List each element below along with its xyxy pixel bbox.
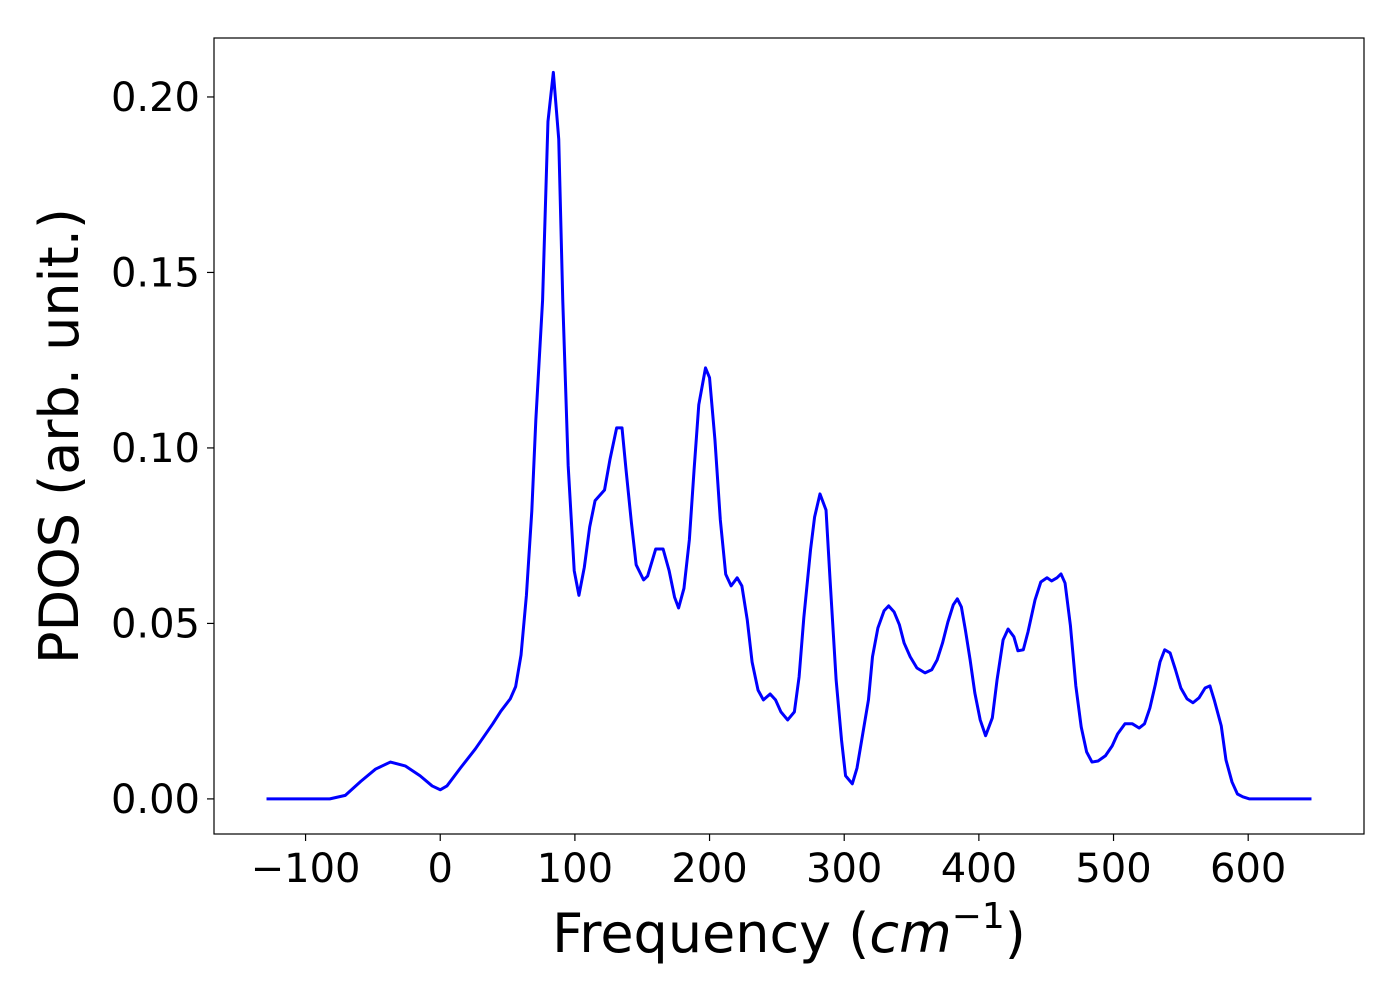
plot-frame [213,37,1365,835]
x-axis-label: Frequency (cm−1) [552,896,1026,965]
y-tick-label: 0.20 [111,75,200,121]
x-label-close: ) [1005,902,1026,965]
y-axis-label: PDOS (arb. unit.) [28,208,91,664]
x-tick-label: 600 [1210,846,1286,892]
x-tick-label: 400 [941,846,1017,892]
y-tick-label: 0.15 [111,250,200,296]
x-tick-label: 100 [537,846,613,892]
data-line [266,70,1312,801]
y-tick-label: 0.00 [111,777,200,823]
x-tick-label: 200 [671,846,747,892]
x-tick-label: 500 [1075,846,1151,892]
x-tick-label: −100 [251,846,361,892]
y-tick-label: 0.05 [111,601,200,647]
x-label-unit: cm [869,902,951,965]
y-tick-label: 0.10 [111,426,200,472]
x-tick-label: 0 [428,846,453,892]
x-tick-label: 300 [806,846,882,892]
x-label-text: Frequency ( [552,902,869,965]
x-label-exponent: −1 [952,896,1005,937]
